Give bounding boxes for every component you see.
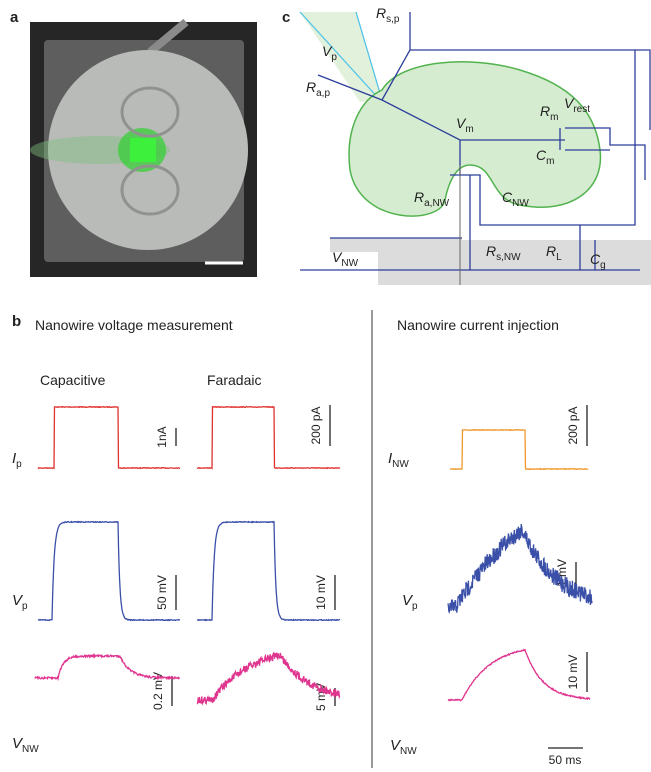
row-label: Vp bbox=[12, 592, 28, 612]
label-sub: m bbox=[465, 124, 473, 135]
panel-label: c bbox=[282, 9, 290, 26]
scale-bar-label: 10 mV bbox=[314, 575, 328, 610]
label-sub: NW bbox=[341, 258, 358, 269]
label-sub: NW bbox=[400, 746, 417, 757]
circuit bbox=[300, 12, 651, 285]
label-main: R bbox=[546, 243, 556, 259]
row-label: VNW bbox=[390, 737, 417, 757]
scale-bar-label: 1nA bbox=[155, 426, 169, 447]
label-sub: p bbox=[16, 459, 22, 470]
section-title: Nanowire voltage measurement bbox=[35, 317, 233, 333]
label-sub: m bbox=[550, 112, 558, 123]
trace bbox=[448, 524, 592, 613]
label-main: R bbox=[306, 79, 316, 95]
label-main: R bbox=[414, 189, 424, 205]
section-title: Nanowire current injection bbox=[397, 317, 559, 333]
label-main: R bbox=[486, 243, 496, 259]
panel-label: a bbox=[10, 9, 19, 26]
label-sub: p bbox=[331, 52, 337, 63]
micrograph bbox=[30, 22, 257, 277]
circuit-label: Rs,p bbox=[376, 5, 400, 25]
scale-bar-label: 50 ms bbox=[549, 753, 582, 767]
row-label: VNW bbox=[12, 735, 39, 755]
label-sub: s,NW bbox=[496, 252, 521, 263]
panel-label: b bbox=[12, 313, 21, 330]
column-title: Capacitive bbox=[40, 372, 106, 388]
scale-bar-label: 200 pA bbox=[309, 406, 323, 444]
label-sub: m bbox=[546, 156, 554, 167]
column-title: Faradaic bbox=[207, 372, 261, 388]
scale-bar-label: 200 pA bbox=[566, 406, 580, 444]
label-sub: L bbox=[556, 252, 562, 263]
label-main: R bbox=[376, 5, 386, 21]
label-sub: NW bbox=[392, 459, 409, 470]
label-sub: a,NW bbox=[424, 198, 450, 209]
row-label: Vp bbox=[402, 592, 418, 612]
scale-bar-label: 10 mV bbox=[566, 655, 580, 690]
label-sub: p bbox=[22, 601, 28, 612]
circuit-label: Ra,p bbox=[306, 79, 330, 99]
label-sub: NW bbox=[22, 744, 39, 755]
label-main: R bbox=[540, 103, 550, 119]
figure: a c VpRs,pRa,pVmRmVrestCmRa,NWCNWVNWRs,N… bbox=[0, 0, 651, 772]
label-sub: rest bbox=[573, 104, 590, 115]
label-sub: NW bbox=[512, 198, 529, 209]
label-sub: a,p bbox=[316, 88, 330, 99]
label-sub: p bbox=[412, 601, 418, 612]
label-sub: s,p bbox=[386, 14, 400, 25]
row-label: INW bbox=[388, 450, 409, 470]
scale-bar-label: 50 mV bbox=[155, 575, 169, 610]
row-label: Ip bbox=[12, 450, 22, 470]
label-sub: g bbox=[600, 260, 606, 271]
